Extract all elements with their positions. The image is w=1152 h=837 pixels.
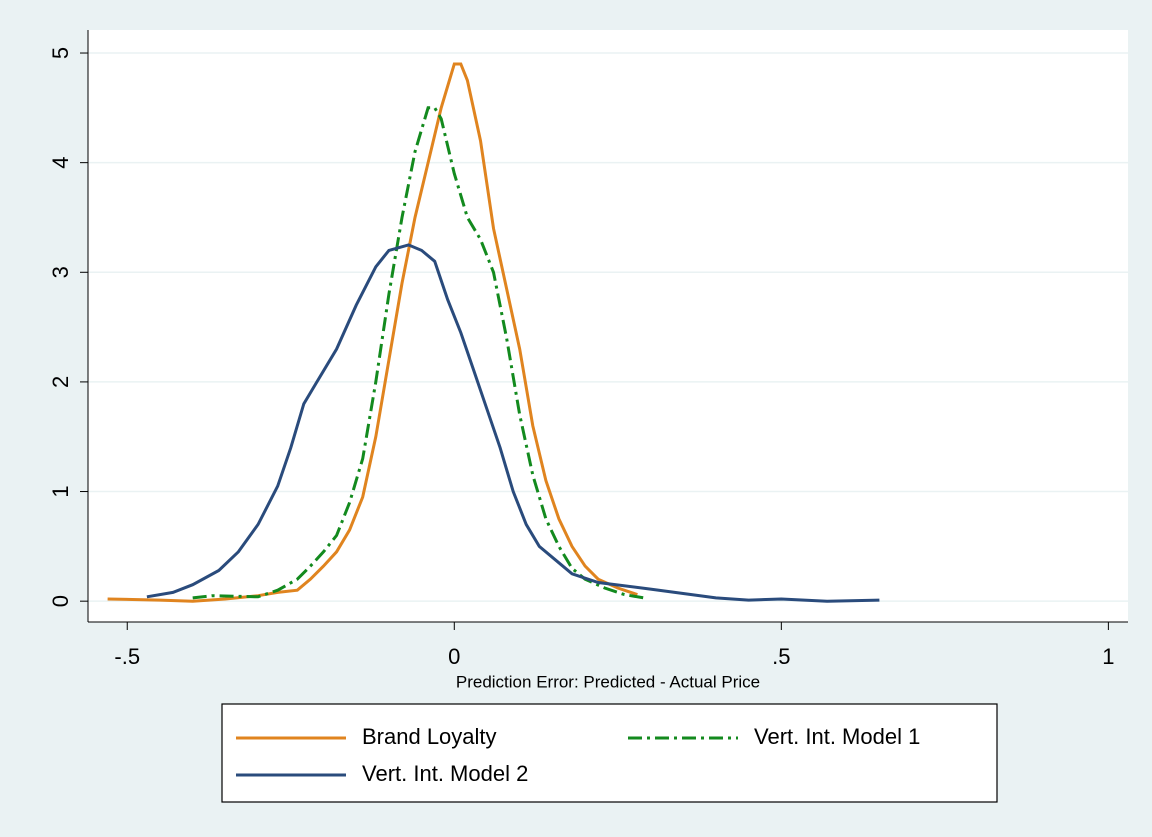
legend-label: Vert. Int. Model 2 xyxy=(362,761,528,786)
x-tick-label: -.5 xyxy=(114,644,140,669)
x-tick-label: 1 xyxy=(1102,644,1114,669)
y-tick-label: 1 xyxy=(48,485,73,497)
legend-label: Brand Loyalty xyxy=(362,724,497,749)
x-tick-label: .5 xyxy=(772,644,790,669)
x-tick-label: 0 xyxy=(448,644,460,669)
legend xyxy=(221,703,998,803)
plot-area xyxy=(88,30,1128,622)
line-series xyxy=(146,243,880,603)
y-tick-label: 3 xyxy=(48,266,73,278)
line-series xyxy=(107,62,638,603)
y-tick-label: 4 xyxy=(48,157,73,169)
y-tick-label: 5 xyxy=(48,47,73,59)
x-axis-title: Prediction Error: Predicted - Actual Pri… xyxy=(456,672,760,691)
y-tick-label: 0 xyxy=(48,595,73,607)
y-tick-label: 2 xyxy=(48,376,73,388)
line-series xyxy=(192,106,645,600)
legend-label: Vert. Int. Model 1 xyxy=(754,724,920,749)
